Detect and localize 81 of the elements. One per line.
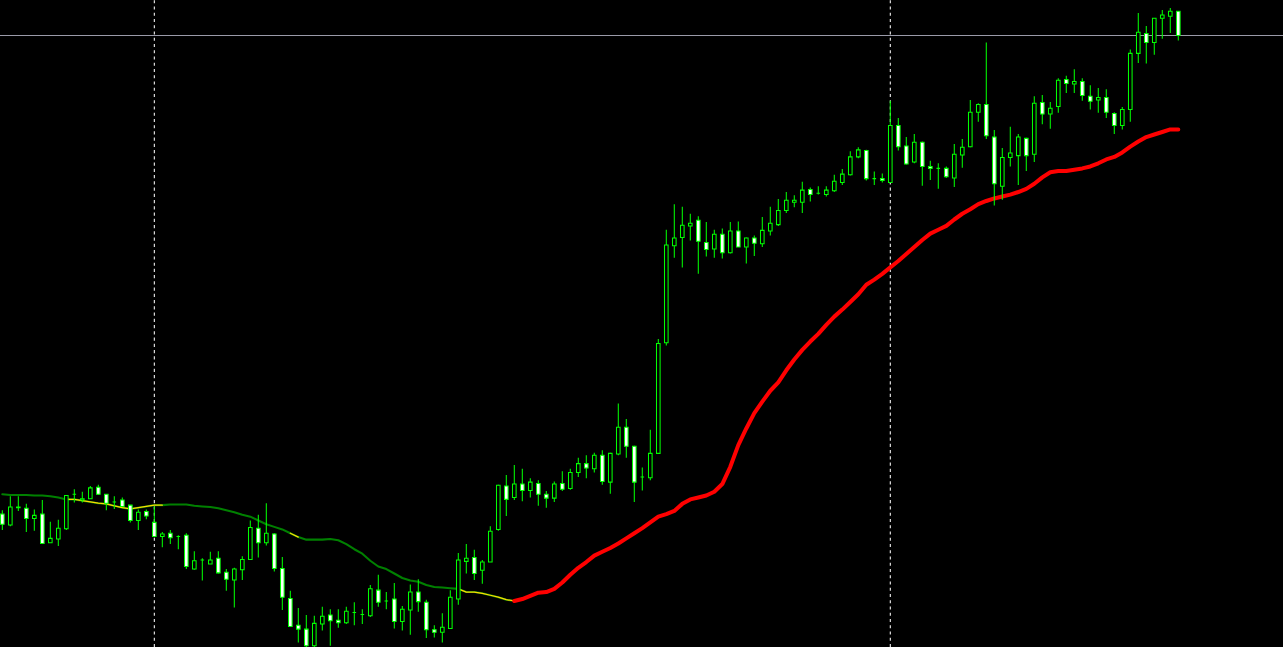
candlestick (567, 468, 573, 491)
candlestick (1039, 94, 1045, 125)
candlestick (799, 181, 805, 214)
candlestick (319, 606, 325, 631)
candlestick (0, 509, 5, 531)
candlestick (191, 550, 197, 571)
candlestick (1015, 133, 1021, 186)
candlestick (1079, 77, 1085, 102)
candlestick (847, 150, 853, 176)
candlestick (575, 457, 581, 478)
candlestick (623, 418, 629, 459)
candlestick (1143, 25, 1149, 65)
candlestick (463, 543, 469, 575)
candlestick (895, 117, 901, 152)
candlestick (295, 607, 301, 644)
candlestick (1111, 111, 1117, 135)
candlestick (927, 160, 933, 181)
candlestick (727, 221, 733, 254)
candlestick (263, 502, 269, 546)
candlestick (559, 470, 565, 492)
candlestick (1087, 84, 1093, 111)
candlestick (591, 452, 597, 474)
candlestick (687, 213, 693, 242)
candlestick (8, 495, 13, 527)
candlestick (1135, 12, 1141, 64)
candlestick (471, 549, 477, 581)
candlestick (136, 509, 141, 531)
candlestick (951, 143, 957, 188)
candlestick (1119, 106, 1125, 130)
candlestick (1007, 126, 1013, 167)
candlestick (767, 206, 773, 236)
candlestick (759, 216, 765, 248)
candlestick (1071, 68, 1077, 94)
candlestick (56, 519, 61, 547)
candlestick (535, 479, 541, 507)
candlestick (335, 608, 341, 629)
candlestick (439, 612, 445, 644)
candlestick (551, 480, 557, 503)
candlestick (1103, 88, 1109, 119)
candlestick (695, 215, 701, 275)
candlestick (711, 229, 717, 259)
candlestick (215, 550, 221, 575)
candlestick (743, 236, 749, 265)
candlestick (719, 227, 725, 260)
candlestick (24, 503, 29, 533)
candlestick (303, 614, 309, 647)
candlestick (511, 464, 517, 501)
candlestick (407, 583, 413, 636)
candlestick (1167, 7, 1173, 34)
candlestick (223, 568, 229, 592)
candlestick (1159, 9, 1165, 40)
candlestick (48, 521, 53, 544)
candlestick (375, 574, 381, 608)
candlestick (775, 198, 781, 227)
candlestick (959, 138, 965, 169)
candlestick (583, 454, 589, 479)
candlestick (527, 477, 533, 498)
candlestick (479, 559, 485, 585)
candlestick (311, 615, 317, 647)
candlestick (231, 567, 237, 608)
candlestick (911, 133, 917, 164)
candlestick (327, 608, 333, 647)
candlestick (519, 468, 525, 502)
candlestick (255, 514, 261, 559)
candlestick (32, 509, 37, 532)
candlestick (783, 191, 789, 214)
candlestick (679, 206, 685, 268)
candlestick (391, 582, 397, 629)
candlestick (975, 102, 981, 123)
candlestick (735, 220, 741, 248)
candlestick (415, 578, 421, 613)
candlestick (1047, 101, 1053, 130)
candlestick (751, 234, 757, 257)
candlestick (671, 203, 677, 259)
candlestick (703, 221, 709, 258)
candlestick (239, 555, 245, 581)
candlestick (1023, 137, 1029, 172)
candlestick (503, 474, 509, 517)
candlestick (903, 136, 909, 166)
candlestick (1095, 87, 1101, 114)
candlestick (399, 605, 405, 631)
